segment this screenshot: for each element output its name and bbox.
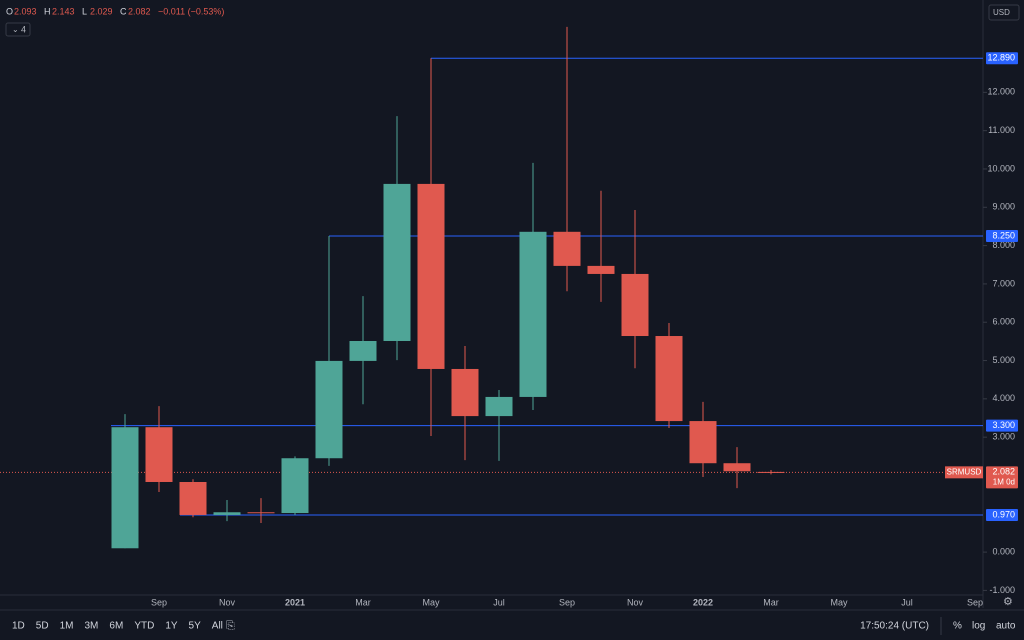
y-tick-label: 3.000 xyxy=(992,432,1015,442)
candle-body xyxy=(281,458,309,514)
x-tick-label: 2022 xyxy=(693,597,713,607)
candle-body xyxy=(757,471,785,473)
candle-body xyxy=(111,427,139,549)
candle-body xyxy=(349,340,377,361)
candle-body xyxy=(519,231,547,397)
range-button[interactable]: All xyxy=(212,621,223,632)
candle-body xyxy=(145,427,173,482)
x-tick-label: Nov xyxy=(627,597,644,607)
toolbar-option[interactable]: % xyxy=(953,621,962,632)
legend-key: H xyxy=(44,6,51,16)
settings-icon[interactable]: ⚙ xyxy=(1003,596,1013,608)
symbol-box xyxy=(945,466,983,479)
candle-body xyxy=(621,273,649,337)
y-tick-label: 5.000 xyxy=(992,355,1015,365)
x-tick-label: Sep xyxy=(967,597,983,607)
range-button[interactable]: 1Y xyxy=(165,621,178,632)
y-tick-label: 8.000 xyxy=(992,240,1015,250)
x-tick-label: Mar xyxy=(355,597,371,607)
legend-value: 2.029 xyxy=(90,6,113,16)
countdown-label: 1M 0d xyxy=(993,477,1015,486)
candle-body xyxy=(587,265,615,274)
range-button[interactable]: 5D xyxy=(36,621,49,632)
currency-button[interactable] xyxy=(988,4,1020,21)
candle-body xyxy=(247,512,275,514)
candle-body xyxy=(485,396,513,417)
indicator-count: 4 xyxy=(21,24,26,34)
legend-key: C xyxy=(120,6,127,16)
currency-label: USD xyxy=(993,8,1010,17)
candle-body xyxy=(655,336,683,422)
range-button[interactable]: 3M xyxy=(85,621,99,632)
x-tick-label: Jul xyxy=(901,597,913,607)
candle-body xyxy=(417,183,445,369)
indicator-chevron: ⌄ xyxy=(12,25,19,34)
legend-key: O xyxy=(6,6,13,16)
toolbar-time: 17:50:24 (UTC) xyxy=(860,621,929,632)
range-button[interactable]: 1M xyxy=(60,621,74,632)
level-label-box xyxy=(986,419,1018,432)
candle-body xyxy=(315,360,343,459)
candle-body xyxy=(179,481,207,515)
y-tick-label: 9.000 xyxy=(992,202,1015,212)
level-label: 12.890 xyxy=(987,53,1015,63)
last-price-box xyxy=(986,466,1018,489)
level-label: 8.250 xyxy=(992,230,1015,240)
y-tick-label: 4.000 xyxy=(992,393,1015,403)
candle-body xyxy=(213,512,241,515)
y-tick-label: 0.000 xyxy=(992,546,1015,556)
x-tick-label: Sep xyxy=(151,597,167,607)
y-tick-label: 11.000 xyxy=(988,125,1015,135)
level-label: 3.300 xyxy=(992,420,1015,430)
candle-body xyxy=(451,368,479,417)
x-tick-label: May xyxy=(422,597,440,607)
x-tick-label: Mar xyxy=(763,597,779,607)
y-tick-label: 12.000 xyxy=(987,87,1015,97)
last-price-label: 2.082 xyxy=(992,467,1015,477)
x-tick-label: 2021 xyxy=(285,597,305,607)
range-button[interactable]: 5Y xyxy=(189,621,202,632)
toolbar-option[interactable]: log xyxy=(972,621,985,632)
range-button[interactable]: 1D xyxy=(12,621,25,632)
legend-key: L xyxy=(82,6,87,16)
x-tick-label: Sep xyxy=(559,597,575,607)
legend-value: 2.143 xyxy=(52,6,75,16)
legend-value: 2.093 xyxy=(14,6,37,16)
candle-body xyxy=(723,463,751,472)
toolbar-option[interactable]: auto xyxy=(996,621,1016,632)
level-label-box xyxy=(986,508,1018,521)
y-tick-label: 10.000 xyxy=(987,163,1015,173)
x-tick-label: Nov xyxy=(219,597,236,607)
symbol-label: SRMUSD xyxy=(947,467,982,476)
range-button[interactable]: YTD xyxy=(134,621,154,632)
legend-value: 2.082 xyxy=(128,6,151,16)
y-tick-label: -1.000 xyxy=(989,585,1015,595)
range-button[interactable]: 6M xyxy=(109,621,123,632)
date-range-icon[interactable]: ⎘ xyxy=(226,620,235,632)
level-label-box xyxy=(986,52,1018,65)
candle-body xyxy=(383,183,411,341)
y-tick-label: 6.000 xyxy=(992,317,1015,327)
indicator-toggle[interactable] xyxy=(5,22,31,37)
x-tick-label: Jul xyxy=(493,597,505,607)
legend-change: −0.011 (−0.53%) xyxy=(158,6,224,16)
level-label-box xyxy=(986,230,1018,243)
x-tick-label: May xyxy=(830,597,848,607)
candle-body xyxy=(553,231,581,266)
level-label: 0.970 xyxy=(992,509,1015,519)
y-tick-label: 7.000 xyxy=(992,278,1015,288)
candle-body xyxy=(689,421,717,464)
